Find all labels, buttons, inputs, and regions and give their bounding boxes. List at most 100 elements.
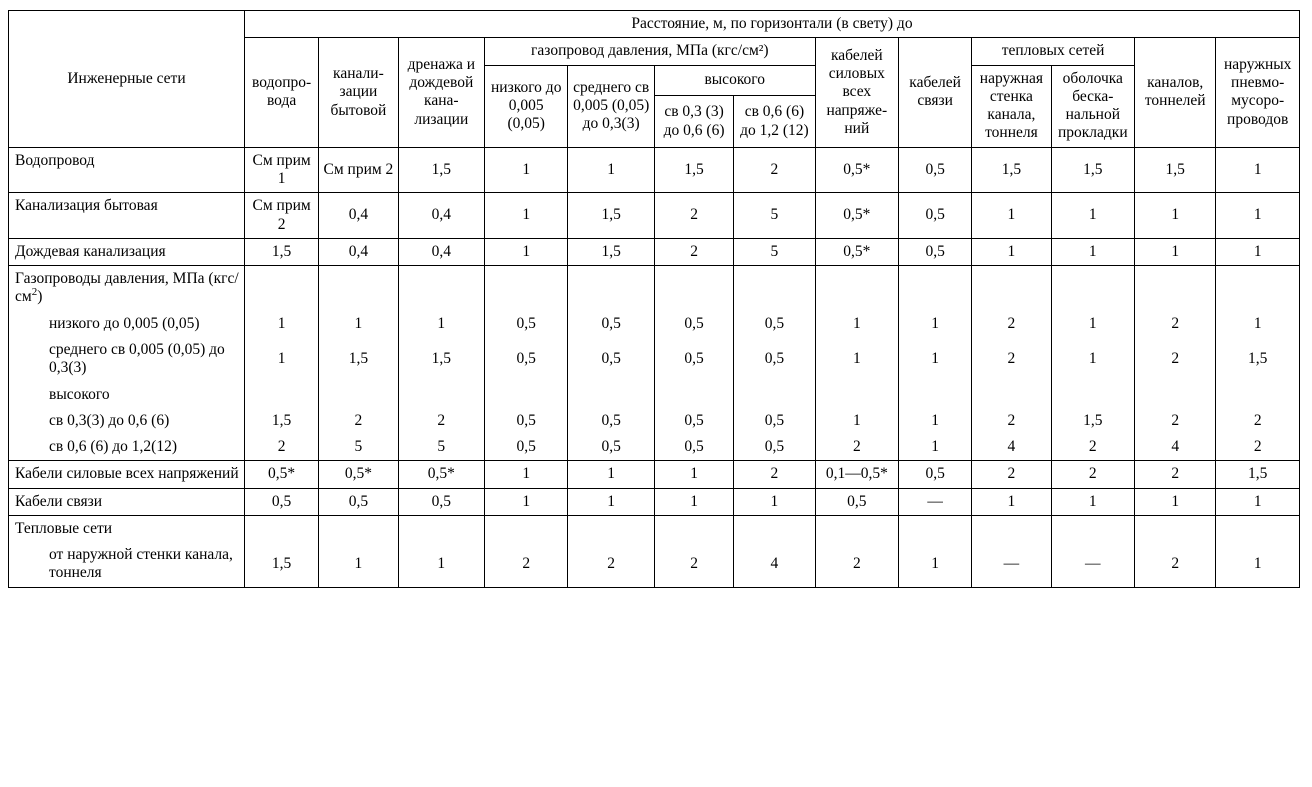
cell: 0,5 (244, 488, 318, 515)
col-vodoprovod: водопро­вода (244, 38, 318, 147)
cell: 2 (1135, 542, 1216, 587)
cell: 2 (972, 408, 1051, 434)
cell: 2 (972, 461, 1051, 488)
cell: 2 (654, 193, 733, 239)
cell: 1 (815, 408, 898, 434)
cell: 2 (1135, 337, 1216, 382)
cell: 1 (568, 147, 654, 193)
cell: 1,5 (244, 408, 318, 434)
cell: 2 (1135, 461, 1216, 488)
cell: 1 (1216, 193, 1300, 239)
cell: 1 (244, 337, 318, 382)
cell (319, 515, 398, 542)
cell: 0,5 (654, 311, 733, 337)
cell: 0,5 (654, 337, 733, 382)
cell: 0,4 (319, 238, 398, 265)
cell: 0,5* (319, 461, 398, 488)
row-group-label: Газопроводы давления, МПа (кгс/см2) (9, 266, 245, 311)
cell: — (899, 488, 972, 515)
cell: 1 (568, 488, 654, 515)
cell: 0,5 (568, 408, 654, 434)
cell: 2 (815, 542, 898, 587)
cell (654, 382, 733, 408)
cell (899, 382, 972, 408)
cell: 1 (1216, 147, 1300, 193)
cell (654, 515, 733, 542)
cell: 0,5 (485, 434, 568, 461)
cell: 5 (734, 193, 815, 239)
cell (398, 266, 484, 311)
cell: 4 (972, 434, 1051, 461)
cell: 1 (972, 238, 1051, 265)
cell: 1 (899, 337, 972, 382)
cell: 1 (972, 193, 1051, 239)
cell (568, 515, 654, 542)
cell (815, 515, 898, 542)
cell: 2 (734, 147, 815, 193)
cell: 1 (319, 542, 398, 587)
cell: 0,5* (244, 461, 318, 488)
cell: 1 (319, 311, 398, 337)
cell: 0,5 (899, 193, 972, 239)
cell: 1 (1051, 488, 1134, 515)
col-gas-group: газопровод давления, МПа (кгс/см²) (485, 38, 816, 65)
cell: 2 (654, 542, 733, 587)
cell (1216, 266, 1300, 311)
cell: 1 (485, 147, 568, 193)
cell: 2 (1135, 311, 1216, 337)
cell: 0,4 (398, 238, 484, 265)
cell: 1,5 (1051, 408, 1134, 434)
cell: 0,5 (568, 311, 654, 337)
cell: 1,5 (1216, 461, 1300, 488)
cell: 0,5* (815, 147, 898, 193)
cell: 4 (734, 542, 815, 587)
row-label: Канализация бытовая (9, 193, 245, 239)
cell: 0,1—0,5* (815, 461, 898, 488)
cell (319, 382, 398, 408)
cell: 0,5 (734, 337, 815, 382)
cell: 2 (972, 311, 1051, 337)
cell: 1 (1051, 337, 1134, 382)
cell: 1 (1216, 311, 1300, 337)
cell: 0,5 (319, 488, 398, 515)
cell: — (1051, 542, 1134, 587)
cell: 0,5 (734, 408, 815, 434)
cell: 0,5 (815, 488, 898, 515)
cell (972, 382, 1051, 408)
cell (485, 515, 568, 542)
cell: 1,5 (319, 337, 398, 382)
cell: 2 (485, 542, 568, 587)
cell: 1,5 (244, 238, 318, 265)
cell: 2 (568, 542, 654, 587)
cell (244, 515, 318, 542)
cell: 5 (734, 238, 815, 265)
col-heat-group: тепловых сетей (972, 38, 1135, 65)
cell: 1 (1051, 238, 1134, 265)
cell: 1,5 (972, 147, 1051, 193)
cell: 2 (972, 337, 1051, 382)
cell (568, 266, 654, 311)
cell: 2 (654, 238, 733, 265)
col-tunnels: каналов, тоннелей (1135, 38, 1216, 147)
col-drenazh: дренажа и дожде­вой кана­лизации (398, 38, 484, 147)
cell: 0,5* (398, 461, 484, 488)
cell (1135, 266, 1216, 311)
cell: 1,5 (1051, 147, 1134, 193)
col-gas-low: низкого до 0,005 (0,05) (485, 65, 568, 147)
cell: 1 (899, 434, 972, 461)
cell: 1 (815, 337, 898, 382)
cell (815, 382, 898, 408)
cell (244, 382, 318, 408)
col-gas-mid: среднего св 0,005 (0,05) до 0,3(3) (568, 65, 654, 147)
cell: 5 (398, 434, 484, 461)
cell: См прим 1 (244, 147, 318, 193)
cell: 0,4 (398, 193, 484, 239)
row-label: Кабели связи (9, 488, 245, 515)
cell: 2 (815, 434, 898, 461)
cell: 2 (1051, 461, 1134, 488)
cell (1135, 382, 1216, 408)
row-label: св 0,3(3) до 0,6 (6) (9, 408, 245, 434)
cell: 0,5 (568, 434, 654, 461)
cell: 1 (1216, 238, 1300, 265)
cell: 1 (1216, 542, 1300, 587)
